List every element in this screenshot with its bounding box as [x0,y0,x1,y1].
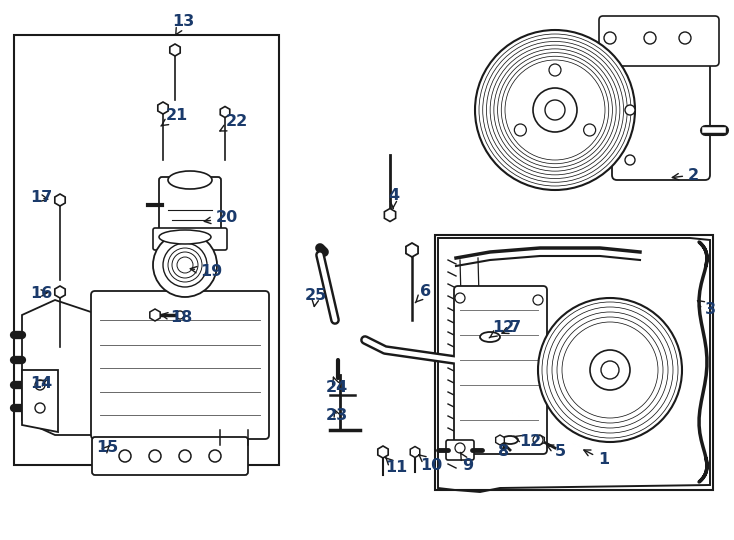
Text: 20: 20 [204,211,239,226]
Text: 21: 21 [161,107,188,126]
Polygon shape [385,208,396,221]
Circle shape [644,32,656,44]
Text: 19: 19 [190,265,222,280]
Circle shape [35,403,45,413]
Polygon shape [406,243,418,257]
Text: 11: 11 [385,457,407,476]
Text: 17: 17 [30,191,52,206]
Text: 10: 10 [418,455,443,472]
Text: 12: 12 [514,435,541,449]
Text: 16: 16 [30,286,52,300]
Text: 8: 8 [498,444,509,460]
Bar [14,35,279,465]
Polygon shape [378,446,388,458]
Circle shape [153,233,217,297]
Text: 15: 15 [96,441,118,456]
Circle shape [545,100,565,120]
Ellipse shape [159,230,211,244]
Circle shape [475,30,635,190]
Circle shape [533,295,543,305]
Circle shape [209,450,221,462]
Text: 4: 4 [388,187,399,208]
Circle shape [601,361,619,379]
Text: 3: 3 [697,301,716,318]
Ellipse shape [168,171,212,189]
FancyBboxPatch shape [159,177,221,238]
Ellipse shape [480,332,500,342]
Circle shape [149,450,161,462]
Text: 1: 1 [584,450,609,468]
Bar [435,235,713,490]
Polygon shape [22,370,58,432]
Circle shape [549,64,561,76]
Circle shape [604,32,616,44]
Text: 24: 24 [326,377,348,395]
Text: 13: 13 [172,15,195,35]
Circle shape [179,450,191,462]
Circle shape [455,293,465,303]
Circle shape [163,243,207,287]
Circle shape [533,88,577,132]
Text: 2: 2 [672,167,699,183]
Polygon shape [55,194,65,206]
Text: 12: 12 [490,321,515,338]
Text: 23: 23 [326,408,348,423]
Circle shape [625,155,635,165]
Circle shape [538,298,682,442]
Circle shape [35,380,45,390]
Polygon shape [410,447,420,457]
Circle shape [119,450,131,462]
Circle shape [625,105,635,115]
Text: 9: 9 [460,453,473,472]
Polygon shape [495,435,504,445]
Text: 25: 25 [305,287,327,307]
Polygon shape [536,435,545,445]
Text: 22: 22 [219,114,248,131]
FancyBboxPatch shape [446,440,474,460]
Text: 18: 18 [161,310,192,326]
Polygon shape [438,238,710,492]
FancyBboxPatch shape [612,50,710,180]
Polygon shape [22,300,100,435]
Circle shape [455,443,465,453]
FancyBboxPatch shape [454,286,547,454]
Polygon shape [170,44,180,56]
Polygon shape [158,102,168,114]
Polygon shape [55,286,65,298]
Text: 6: 6 [415,285,431,303]
Ellipse shape [502,436,518,444]
FancyBboxPatch shape [599,16,719,66]
Circle shape [584,124,596,136]
Polygon shape [220,106,230,118]
Text: 14: 14 [30,375,52,390]
Circle shape [515,124,526,136]
Circle shape [176,311,184,319]
Circle shape [679,32,691,44]
Polygon shape [150,309,160,321]
Circle shape [533,435,543,445]
FancyBboxPatch shape [92,437,248,475]
Text: 5: 5 [547,444,566,460]
Circle shape [590,350,630,390]
Text: 7: 7 [502,320,521,334]
FancyBboxPatch shape [91,291,269,439]
FancyBboxPatch shape [153,228,227,250]
